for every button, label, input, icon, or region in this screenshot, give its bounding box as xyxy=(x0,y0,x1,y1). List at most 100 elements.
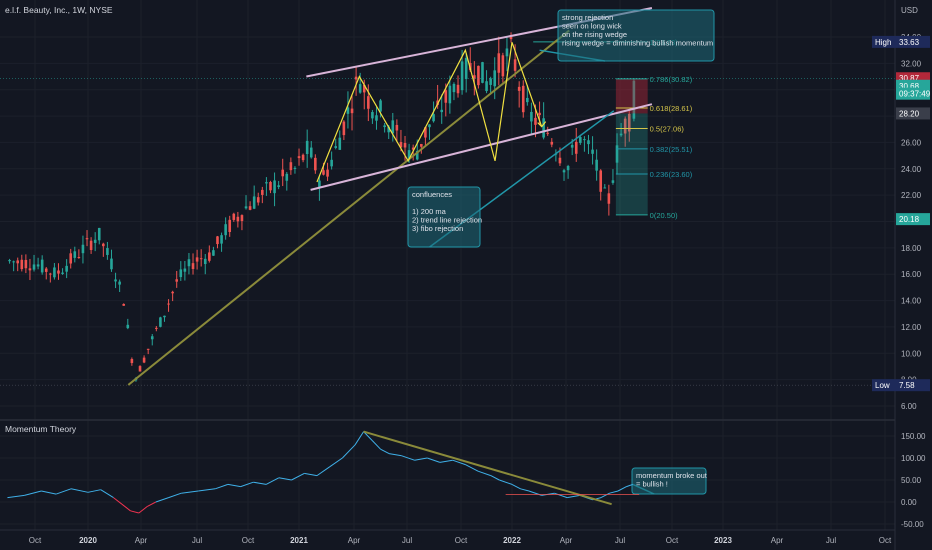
note-line: 2) trend line rejection xyxy=(412,216,482,225)
momentum-segment xyxy=(56,488,72,495)
x-tick-label: 2023 xyxy=(714,536,732,545)
momentum-segment xyxy=(121,503,131,512)
momentum-segment xyxy=(100,489,114,499)
fib-level-label: 0.5(27.06) xyxy=(650,124,685,133)
momentum-tick-label: 50.00 xyxy=(901,476,922,485)
price-badge-value: 09:37:49 xyxy=(899,90,931,99)
candle xyxy=(619,123,623,137)
momentum-segment xyxy=(490,475,500,481)
candle xyxy=(607,184,611,216)
momentum-segment xyxy=(304,472,318,477)
candle xyxy=(8,258,11,264)
momentum-segment xyxy=(626,483,634,488)
candle xyxy=(65,259,68,279)
y-tick-label: 18.00 xyxy=(901,244,922,253)
candle xyxy=(346,91,350,129)
candle xyxy=(297,148,301,166)
candle xyxy=(102,242,105,257)
momentum-segment xyxy=(439,459,453,463)
candle xyxy=(195,249,199,270)
candle xyxy=(224,217,227,240)
candle xyxy=(440,94,444,124)
candle xyxy=(261,186,264,204)
candle xyxy=(183,261,187,281)
note-line: confluences xyxy=(412,190,452,199)
momentum-segment xyxy=(215,483,229,490)
momentum-axis[interactable]: 150.00 100.00 50.00 0.00 -50.00 xyxy=(901,432,926,529)
candle xyxy=(530,102,533,135)
momentum-segment xyxy=(291,472,305,481)
price-badge: 28.20 xyxy=(896,107,930,120)
candle xyxy=(167,299,170,312)
x-tick-label: Jul xyxy=(192,536,202,545)
momentum-segment xyxy=(168,492,182,499)
candle xyxy=(130,357,134,366)
note-line: strong rejection xyxy=(562,13,613,22)
fib-level-label: 0.786(30.82) xyxy=(650,75,693,84)
zigzag-pattern xyxy=(316,42,543,183)
price-badge: High 33.63 xyxy=(872,35,930,48)
price-badge-label: Low xyxy=(875,381,890,390)
momentum-segment xyxy=(511,483,521,490)
candle xyxy=(150,334,154,346)
candle xyxy=(69,248,73,269)
candle xyxy=(81,235,85,264)
candle xyxy=(330,151,333,170)
candle xyxy=(481,61,484,84)
momentum-segment xyxy=(265,477,280,485)
x-tick-label: 2022 xyxy=(503,536,521,545)
candle xyxy=(615,133,619,175)
candle xyxy=(16,257,20,272)
candle xyxy=(526,85,529,106)
fib-level-label: 0.236(23.60) xyxy=(650,170,693,179)
candle xyxy=(273,172,276,207)
note-confluences[interactable]: confluences 1) 200 ma2) trend line reject… xyxy=(407,110,615,248)
candle xyxy=(110,249,113,272)
candle xyxy=(277,180,280,190)
y-tick-label: 26.00 xyxy=(901,138,922,147)
candle xyxy=(611,169,615,185)
candle xyxy=(142,355,146,364)
candle xyxy=(595,149,598,181)
grid xyxy=(0,0,895,530)
candle xyxy=(517,81,521,108)
momentum-segment xyxy=(155,497,169,503)
candle xyxy=(281,158,285,187)
candle xyxy=(216,235,219,249)
fibonacci-retracement: 1(33.63)0.786(30.82)0.618(28.61)0.5(27.0… xyxy=(0,38,895,386)
momentum-pane xyxy=(7,430,640,514)
candle xyxy=(583,136,586,152)
candle xyxy=(452,82,456,101)
price-badge-value: 28.20 xyxy=(899,109,920,118)
y-tick-label: 12.00 xyxy=(901,323,922,332)
price-badge-value: 7.58 xyxy=(899,381,915,390)
candle xyxy=(32,254,36,272)
candle xyxy=(114,272,117,289)
momentum-segment xyxy=(198,488,216,492)
candle xyxy=(89,237,93,254)
candle xyxy=(236,211,240,228)
note-momentum-breakout[interactable]: momentum broke out= bullish ! xyxy=(631,467,708,495)
candle xyxy=(314,154,317,174)
candle xyxy=(265,177,268,196)
momentum-segment xyxy=(452,459,466,466)
candle xyxy=(208,245,211,263)
momentum-segment xyxy=(617,486,627,492)
note-line: 3) fibo rejection xyxy=(412,224,463,233)
momentum-segment xyxy=(70,488,89,493)
time-axis[interactable]: Oct 2020 Apr Jul Oct 2021 Apr Jul Oct 2022 Apr Jul O… xyxy=(29,536,892,545)
x-tick-label: Jul xyxy=(826,536,836,545)
momentum-segment xyxy=(227,483,241,488)
candle xyxy=(391,112,395,142)
candle xyxy=(40,255,44,275)
momentum-tick-label: 150.00 xyxy=(901,432,926,441)
x-tick-label: Apr xyxy=(560,536,573,545)
price-badge: Low 7.58 xyxy=(872,379,930,392)
x-tick-label: Apr xyxy=(348,536,361,545)
momentum-segment xyxy=(329,457,343,468)
momentum-segment xyxy=(113,497,123,505)
fib-level-label: 0.382(25.51) xyxy=(650,145,693,154)
candle xyxy=(138,365,142,372)
